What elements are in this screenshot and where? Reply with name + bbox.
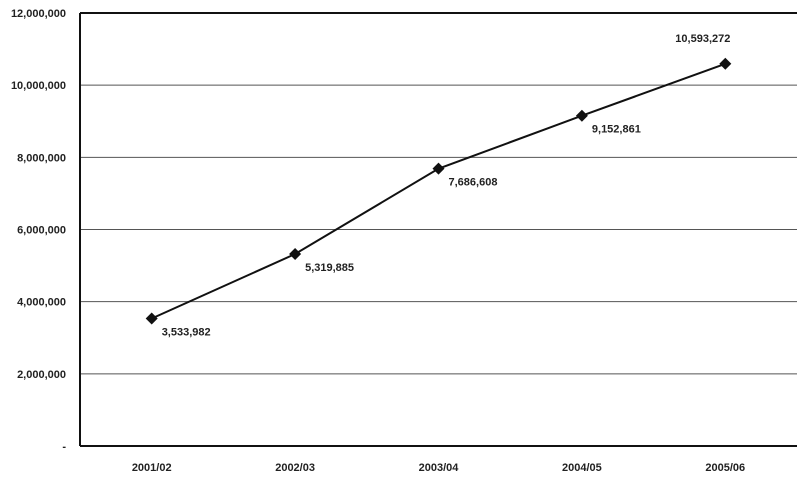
data-point-marker — [432, 162, 445, 175]
data-label: 3,533,982 — [162, 326, 211, 338]
y-tick-label: 2,000,000 — [17, 369, 66, 381]
y-tick-label: 6,000,000 — [17, 225, 66, 237]
series — [145, 57, 732, 325]
x-tick-label: 2003/04 — [419, 462, 460, 474]
x-tick-label: 2001/02 — [132, 462, 172, 474]
y-tick-label: - — [62, 441, 66, 453]
gridlines — [80, 12, 797, 375]
data-point-marker — [145, 312, 158, 325]
y-tick-labels: - 2,000,000 4,000,000 6,000,000 8,000,000 10,… — [11, 8, 66, 453]
axes — [79, 12, 797, 447]
data-label: 5,319,885 — [305, 262, 354, 274]
x-tick-labels: 2001/02 2002/03 2003/04 2004/05 2005/06 — [132, 462, 745, 474]
data-point-marker — [289, 248, 302, 261]
data-label: 9,152,861 — [592, 124, 641, 136]
data-labels: 3,533,982 5,319,885 7,686,608 9,152,861 10,5… — [162, 33, 731, 339]
y-tick-label: 8,000,000 — [17, 152, 66, 164]
x-tick-label: 2002/03 — [275, 462, 315, 474]
y-tick-label: 10,000,000 — [11, 80, 66, 92]
y-tick-label: 12,000,000 — [11, 8, 66, 20]
data-point-marker — [575, 109, 588, 122]
x-tick-label: 2005/06 — [705, 462, 745, 474]
x-tick-label: 2004/05 — [562, 462, 602, 474]
series-line — [151, 62, 726, 320]
data-label: 7,686,608 — [449, 177, 498, 189]
data-point-marker — [719, 57, 732, 70]
data-label: 10,593,272 — [675, 33, 730, 45]
y-tick-label: 4,000,000 — [17, 297, 66, 309]
